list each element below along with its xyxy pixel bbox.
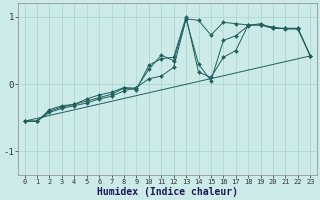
X-axis label: Humidex (Indice chaleur): Humidex (Indice chaleur) [97, 186, 238, 197]
